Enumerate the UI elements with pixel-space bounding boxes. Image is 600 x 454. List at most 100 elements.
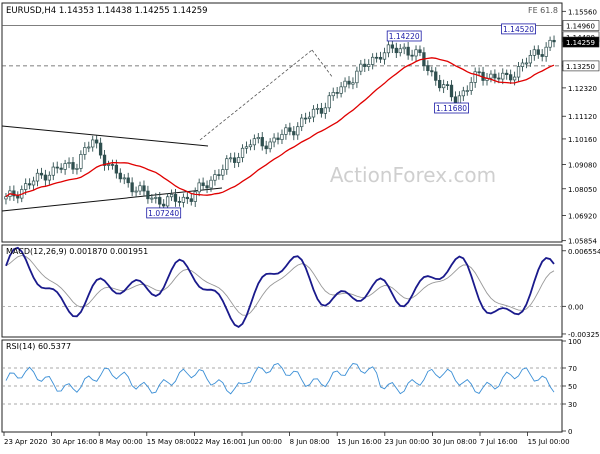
candle-body [501,72,505,80]
level-box-2-box [562,60,600,72]
time-axis-label: 23 Apr 2020 [4,438,47,446]
time-axis-label: 30 Jun 08:00 [432,438,476,446]
candle-body [323,107,327,114]
time-axis-label: 30 Apr 16:00 [52,438,98,446]
price-axis-label: 1.06920 [568,212,597,220]
rsi-axis-label: 50 [568,383,577,391]
candle-body [134,190,138,193]
candle-body [118,172,122,180]
candle-body [315,107,320,110]
candle-body [63,163,67,170]
price-axis-label: 1.11120 [568,113,597,121]
candle-body [430,70,434,73]
candle-body [51,166,55,176]
candle-body [43,174,48,181]
candle-body [24,183,28,190]
candle-body [39,172,44,176]
candle-body [292,131,296,136]
price-label-box [386,30,422,42]
candle-body [473,71,477,83]
price-label-text: 1.14520 [503,25,534,34]
candle-body [347,80,351,85]
macd-axis: 0.006554 0.00 -0.003259 [562,248,600,339]
candle-body [497,77,501,80]
candle-body [402,46,406,50]
candle-body [150,197,154,200]
candle-body [106,164,111,166]
candle-body [236,157,241,163]
time-axis-label: 23 Jun 00:00 [385,438,429,446]
candle-body [516,66,521,78]
candle-body [280,134,284,140]
macd-panel-frame [1,244,563,338]
price-axis-label: 1.15560 [568,8,597,16]
candle-body [181,196,186,203]
fib-label: FE 61.8 [528,6,558,15]
candle-body [213,174,217,181]
candle-body [378,56,383,60]
candle-body [110,164,115,166]
candle-body [83,147,87,155]
candle-body [434,71,438,81]
candle-body [532,49,536,56]
candle-body [102,154,107,166]
watermark-text: ActionForex.com [330,163,496,187]
time-axis-label: 15 Jul 00:00 [528,438,570,446]
time-axis-label: 8 Jun 08:00 [290,438,330,446]
time-axis-label: 8 May 00:00 [99,438,143,446]
candle-body [209,179,213,189]
fibo-projection-line-2 [311,49,334,79]
candle-body [71,162,75,170]
candle-body [268,141,272,150]
price-label-text: 1.07240 [148,209,179,218]
candle-body [363,63,367,67]
candle-body [162,203,166,207]
candle-body [307,116,312,119]
candle-body [477,71,481,74]
candle-body [126,177,130,184]
time-axis-label: 15 Jun 16:00 [337,438,381,446]
candle-body [173,194,178,202]
price-label-text: 1.11680 [436,104,467,113]
candle-body [122,177,126,180]
candle-body [252,138,257,146]
candle-body [221,169,225,176]
macd-axis-label: -0.003259 [568,331,600,339]
time-axis-label: 1 Jun 00:00 [242,438,282,446]
candle-body [520,62,525,67]
candle-body [469,82,473,91]
candle-body [398,48,402,54]
price-panel-frame [1,2,563,243]
candle-body [229,157,233,160]
time-axis-label: 7 Jul 16:00 [480,438,518,446]
candle-body [540,54,544,57]
candle-body [441,84,446,89]
candle-body [4,196,8,200]
candle-body [544,46,548,57]
price-axis-label: 1.12320 [568,85,597,93]
candle-body [233,157,237,163]
price-axis-label: 1.10160 [568,136,597,144]
candle-body [177,201,182,203]
candle-body [359,63,363,72]
candle-body [524,62,529,65]
candle-body [493,73,497,79]
candle-body [146,190,150,200]
candle-body [35,172,40,182]
candle-body [91,139,95,148]
candle-body [248,144,253,148]
candle-body [343,80,347,88]
candle-body [154,197,158,199]
rsi-axis: 100 70 50 30 0 [562,338,581,436]
candle-body [386,44,391,54]
price-axis-label: 1.08050 [568,186,597,194]
candle-body [47,174,51,181]
candle-body [331,92,335,97]
candle-body [59,167,63,170]
candle-body [16,195,20,199]
price-panel-title: EURUSD,H4 1.14353 1.14438 1.14255 1.1425… [6,6,208,16]
level-box-1-text: 1.14960 [566,23,595,31]
candle-body [130,182,134,193]
current-price-text: 1.14259 [566,39,595,47]
candle-body [264,145,268,150]
